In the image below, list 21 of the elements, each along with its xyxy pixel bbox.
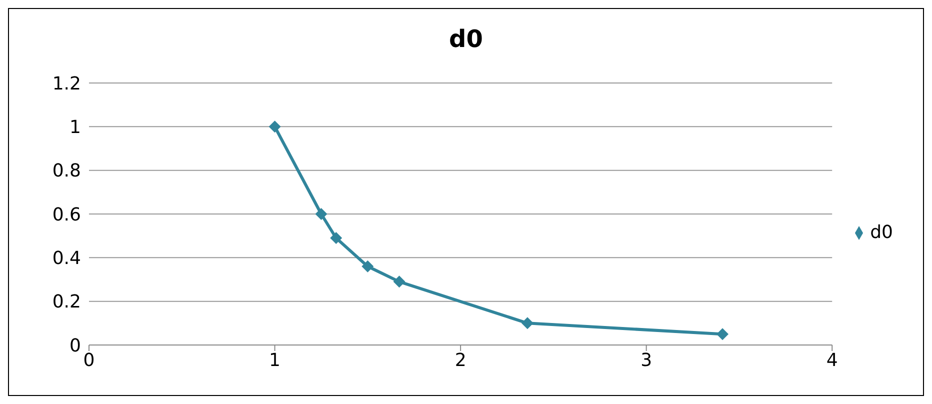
x-tick-label: 4 — [826, 350, 838, 371]
x-tick-label: 2 — [454, 350, 466, 371]
y-tick-label: 0 — [70, 335, 81, 356]
x-tick-label: 0 — [83, 350, 95, 371]
y-tick-label: 0.8 — [52, 160, 81, 182]
y-tick-label: 1 — [70, 117, 81, 138]
y-tick-label: 0.2 — [52, 292, 81, 313]
point — [268, 120, 281, 133]
chart-title: d0 — [448, 24, 484, 55]
point — [393, 276, 406, 288]
point — [716, 328, 728, 340]
point — [330, 232, 342, 244]
x-tick-label: 1 — [269, 350, 281, 371]
point — [315, 208, 328, 220]
point — [521, 317, 534, 330]
y-tick-label: 0.6 — [52, 204, 81, 226]
point — [362, 260, 374, 272]
y-tick-label: 0.4 — [52, 248, 81, 270]
x-tick-label: 3 — [640, 350, 652, 371]
legend-label: d0 — [870, 222, 893, 242]
y-tick-label: 1.2 — [52, 73, 81, 94]
